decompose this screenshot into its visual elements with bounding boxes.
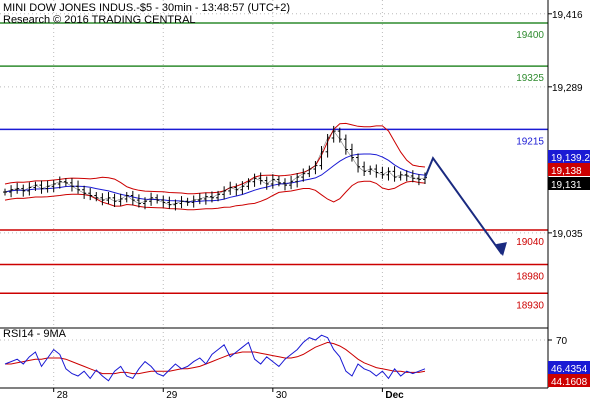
grid — [0, 0, 548, 388]
price-badge-label: 19,138 — [551, 166, 582, 177]
level-label: 18930 — [516, 300, 544, 311]
chart-credit: Research © 2016 TRADING CENTRAL — [3, 14, 196, 26]
moving-average — [4, 153, 426, 203]
level-label: 19215 — [516, 136, 544, 147]
rsi-badge — [548, 361, 590, 374]
upper-band — [4, 122, 426, 195]
price-badge — [548, 177, 590, 190]
rsi-badge-label: 46.4354 — [551, 364, 588, 375]
chart-title: MINI DOW JONES INDUS.-$5 - 30min - 13:48… — [3, 2, 290, 14]
price-badge — [548, 150, 590, 163]
price-series — [3, 125, 427, 211]
level-label: 18980 — [516, 272, 544, 283]
rsi-badge — [548, 374, 590, 387]
rsi-title: RSI14 - 9MA — [3, 328, 67, 340]
price-badge-label: 19,131 — [551, 180, 582, 191]
rsi-line — [4, 334, 426, 382]
y-tick-label: 19,416 — [552, 10, 583, 21]
x-tick-label: 29 — [166, 390, 178, 400]
y-tick-label: 19,035 — [552, 229, 583, 240]
forecast-arrow — [424, 156, 507, 257]
x-tick-label: Dec — [385, 390, 404, 400]
level-label: 19400 — [516, 30, 544, 41]
rsi-ma-line — [5, 341, 426, 375]
forecast-path — [424, 156, 503, 255]
price-line — [4, 130, 426, 206]
lower-band — [4, 180, 426, 211]
price-badges: 19,139.2 19,138 19,131 46.4354 44.1608 — [548, 150, 590, 388]
rsi-badge-label: 44.1608 — [551, 377, 588, 388]
price-badge-label: 19,139.2 — [551, 153, 590, 164]
x-tick-label: 28 — [57, 390, 69, 400]
forecast-arrowhead — [495, 242, 507, 257]
level-lines: 19400 19325 19215 19040 18980 18930 — [0, 22, 548, 311]
rsi-tick-label: 70 — [556, 336, 568, 347]
bollinger-bands — [4, 122, 426, 211]
rsi-panel — [0, 327, 548, 382]
y-tick-label: 19,289 — [552, 83, 583, 94]
price-badge — [548, 163, 590, 176]
level-label: 19325 — [516, 73, 544, 84]
x-tick-label: 30 — [276, 390, 288, 400]
level-label: 19040 — [516, 237, 544, 248]
